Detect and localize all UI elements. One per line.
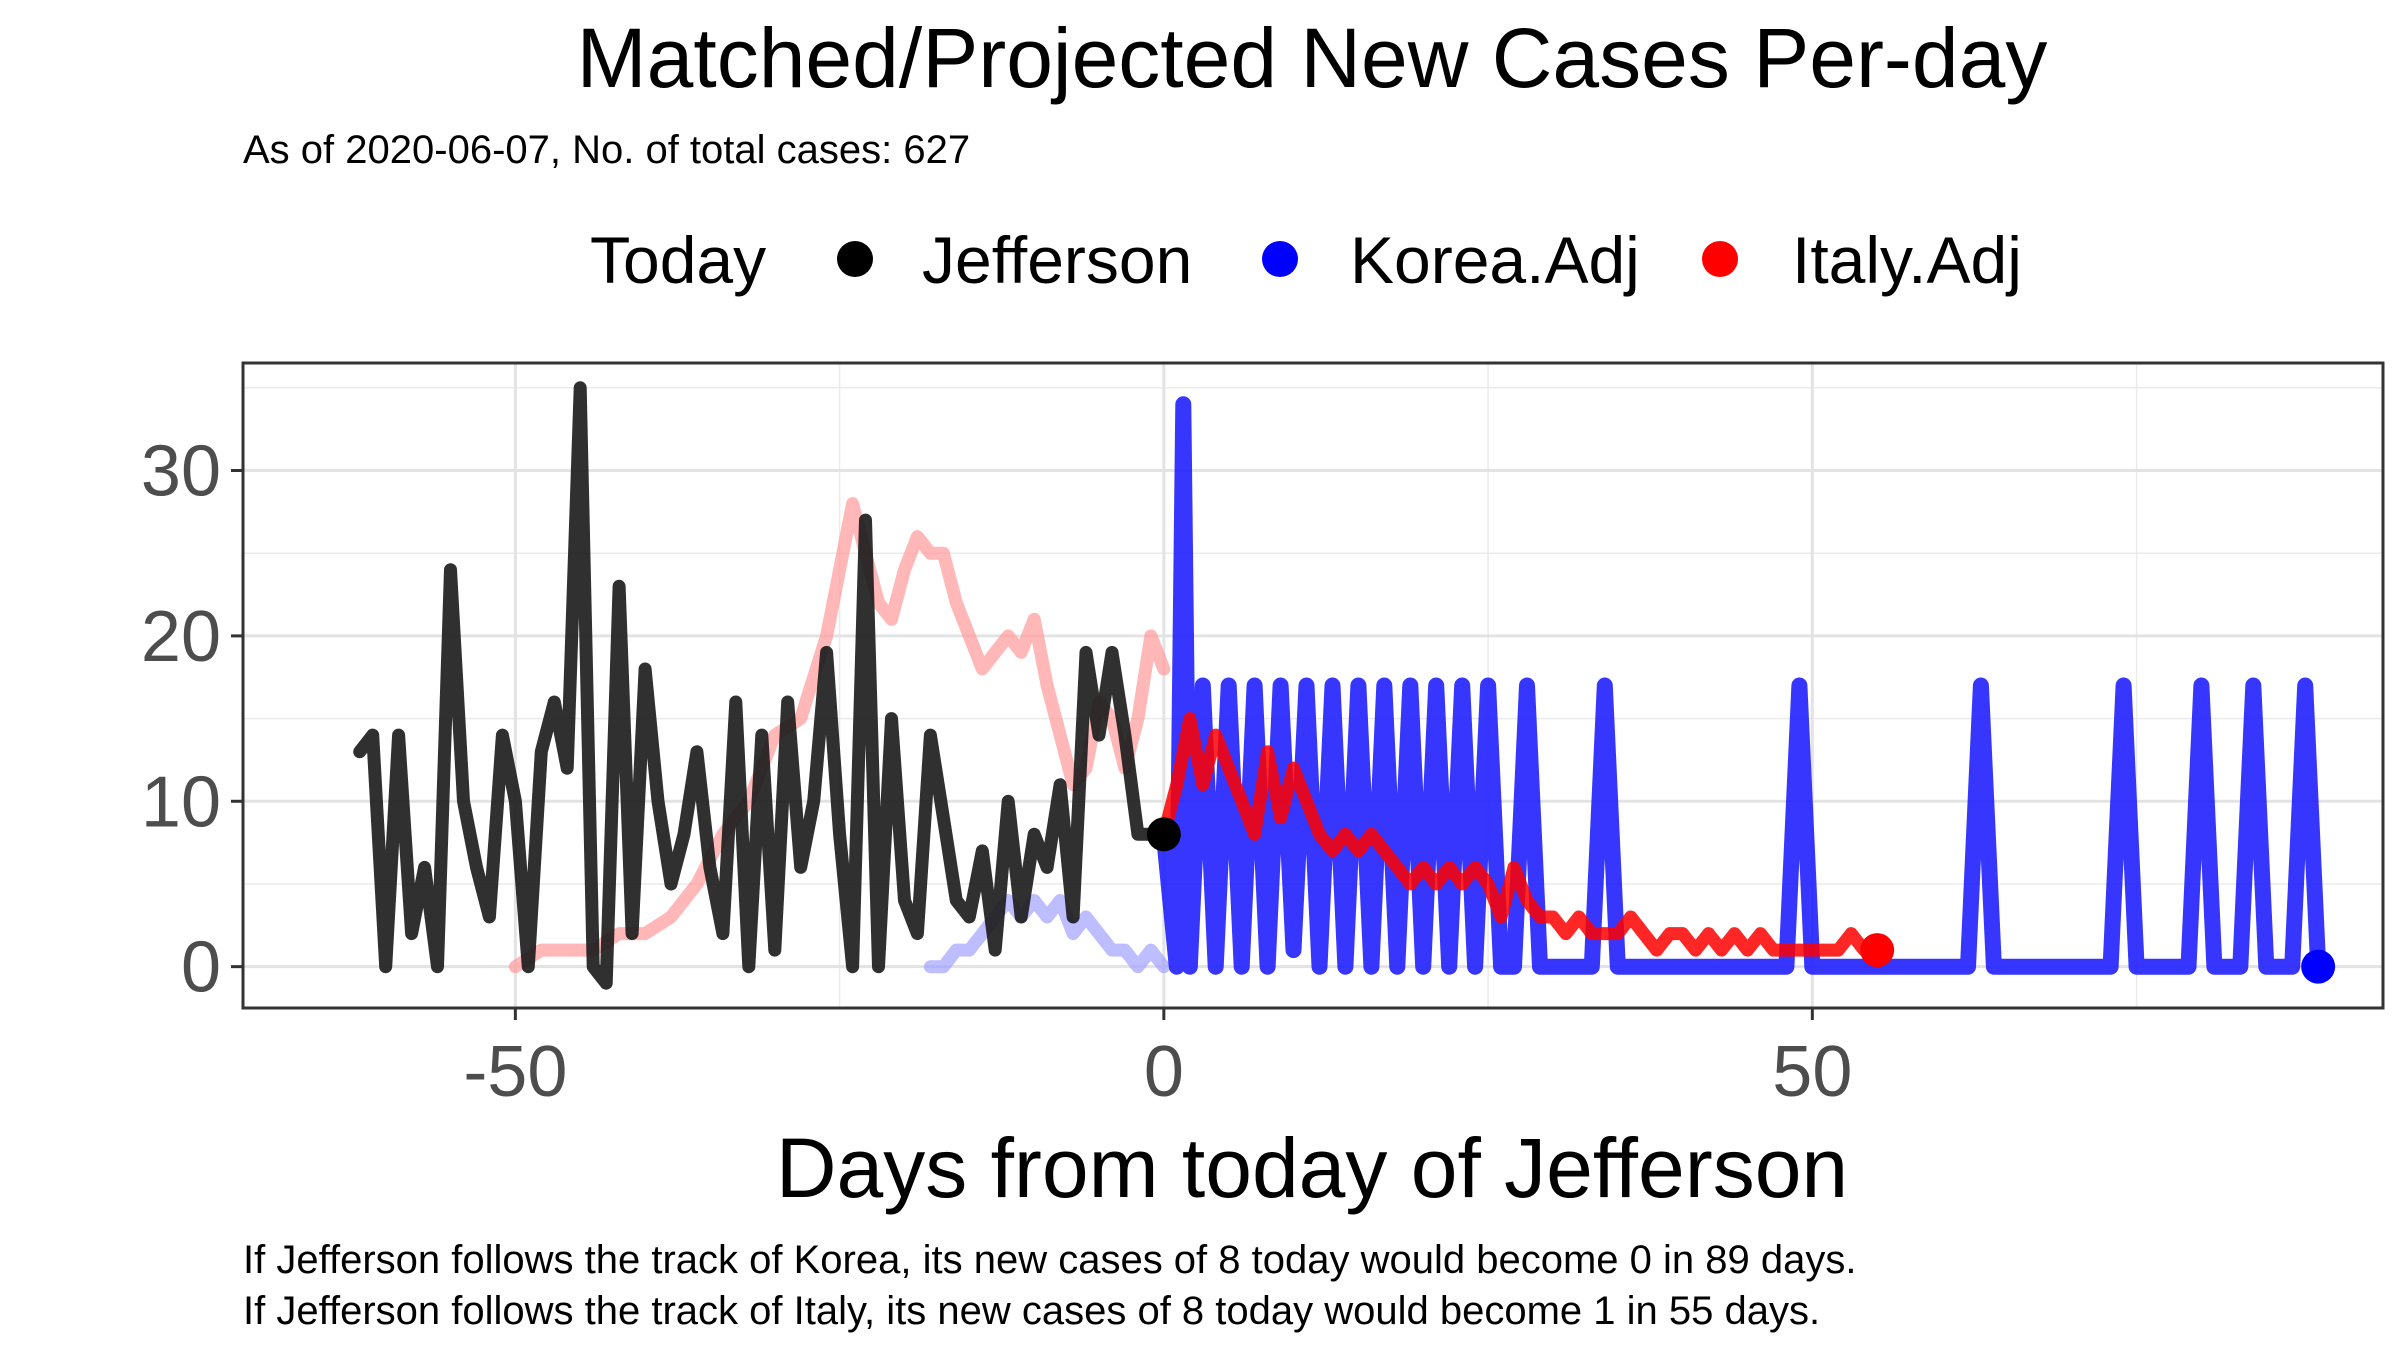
legend-key-jefferson [837, 241, 873, 277]
x-tick-label: -50 [463, 1032, 567, 1112]
legend-key-korea [1262, 241, 1298, 277]
legend-label-jefferson: Jefferson [922, 223, 1192, 297]
series-line-italy-adj [1157, 712, 1884, 957]
legend-label-italy: Italy.Adj [1792, 223, 2022, 297]
axis-ticks: -50 0 50 0 10 20 30 [141, 432, 1852, 1113]
legend-label-korea: Korea.Adj [1350, 223, 1640, 297]
series-line-korea-history [923, 894, 1171, 974]
caption-line-2: If Jefferson follows the track of Italy,… [243, 1289, 1820, 1333]
plot-border [241, 361, 2385, 1010]
y-tick-label: 10 [141, 762, 221, 842]
legend-key-italy [1702, 241, 1738, 277]
x-tick-label: 0 [1144, 1032, 1184, 1112]
today-point-korea-adj [2301, 949, 2336, 984]
chart-title: Matched/Projected New Cases Per-day [577, 11, 2048, 105]
series-line-korea-adj [1155, 396, 2327, 975]
series-line-jefferson [353, 381, 1171, 990]
y-tick-label: 20 [141, 597, 221, 677]
x-tick-label: 50 [1772, 1032, 1852, 1112]
y-tick-label: 30 [141, 432, 221, 512]
legend: Today Jefferson Korea.Adj Italy.Adj [590, 223, 2022, 297]
today-point-jefferson [1146, 817, 1181, 852]
caption-line-1: If Jefferson follows the track of Korea,… [243, 1238, 1856, 1282]
chart-subtitle: As of 2020-06-07, No. of total cases: 62… [243, 128, 970, 172]
series-layer [353, 381, 2327, 990]
y-tick-label: 0 [181, 928, 221, 1008]
legend-title: Today [590, 223, 766, 297]
today-points [1146, 817, 2336, 984]
today-point-italy-adj [1860, 933, 1895, 968]
x-axis-title: Days from today of Jefferson [776, 1121, 1848, 1215]
